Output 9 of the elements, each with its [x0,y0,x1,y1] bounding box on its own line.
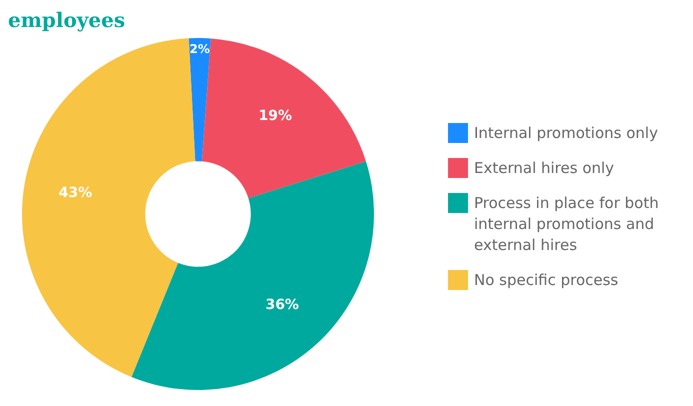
data-label: 2% [190,42,210,56]
legend-label: Process in place for both internal promotions and external hires [474,193,660,256]
legend-label: Internal promotions only [474,123,658,144]
legend-label: External hires only [474,158,614,179]
data-label: 19% [258,108,292,124]
legend-label: No specific process [474,270,618,291]
chart-title: employees [8,8,126,34]
data-label: 43% [58,184,92,201]
data-label: 36% [265,297,299,314]
